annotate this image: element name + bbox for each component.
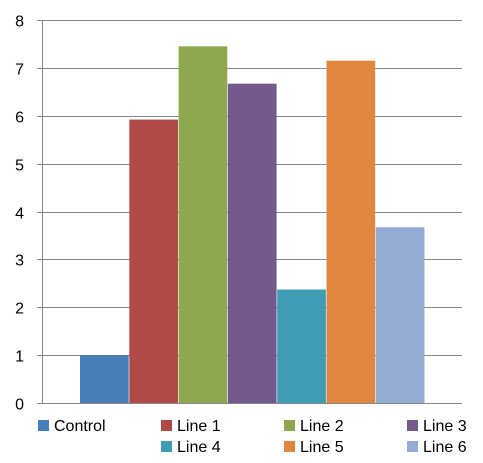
legend-swatch bbox=[284, 420, 295, 431]
bar-line-3 bbox=[227, 83, 277, 404]
y-tick-label: 5 bbox=[15, 158, 24, 175]
legend-label: Line 2 bbox=[300, 418, 344, 435]
y-tick-label: 3 bbox=[15, 253, 24, 270]
legend-swatch bbox=[407, 441, 418, 452]
legend-label: Line 1 bbox=[177, 418, 221, 435]
legend-label: Line 5 bbox=[300, 439, 344, 456]
bar-control bbox=[80, 355, 129, 404]
bar-line-5 bbox=[326, 60, 376, 403]
bars bbox=[80, 46, 425, 404]
legend-label: Control bbox=[54, 418, 106, 435]
y-tick-label: 4 bbox=[15, 206, 24, 223]
y-tick-label: 7 bbox=[15, 62, 24, 79]
bar-line-6 bbox=[375, 227, 425, 403]
legend-swatch bbox=[284, 441, 295, 452]
legend-label: Line 4 bbox=[177, 439, 221, 456]
y-axis: 0 1 2 3 4 5 6 7 8 bbox=[15, 14, 43, 414]
y-tick-label: 0 bbox=[15, 397, 24, 414]
bar-line-4 bbox=[277, 289, 326, 403]
legend-label: Line 3 bbox=[423, 418, 467, 435]
legend-swatch bbox=[161, 441, 172, 452]
legend: Control Line 1 Line 2 Line 3 Line 4 Line 5 Lin… bbox=[38, 418, 467, 456]
legend-swatch bbox=[407, 420, 418, 431]
legend-swatch bbox=[38, 420, 49, 431]
legend-label: Line 6 bbox=[423, 439, 467, 456]
legend-swatch bbox=[161, 420, 172, 431]
y-tick-label: 2 bbox=[15, 301, 24, 318]
y-tick-label: 6 bbox=[15, 110, 24, 127]
y-tick-label: 8 bbox=[15, 14, 24, 31]
bar-line-1 bbox=[129, 119, 178, 403]
y-tick-label: 1 bbox=[15, 349, 24, 366]
bar-line-2 bbox=[178, 46, 228, 403]
